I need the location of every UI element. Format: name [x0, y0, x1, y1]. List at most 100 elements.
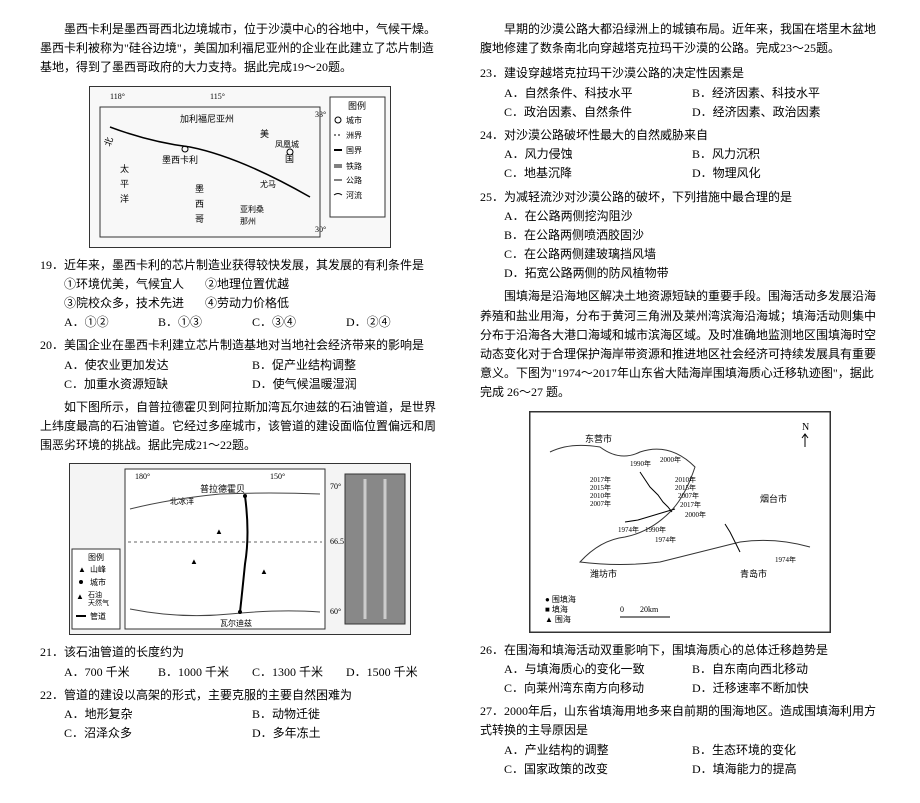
q24-options: A．风力侵蚀 B．风力沉积 C．地基沉降 D．物理风化 — [480, 145, 880, 183]
q22-opt-c[interactable]: C．沼泽众多 — [64, 724, 252, 743]
q20-stem: 20．美国企业在墨西卡利建立芯片制造基地对当地社会经济带来的影响是 — [40, 336, 440, 355]
svg-text:2000年: 2000年 — [685, 510, 706, 519]
q22-options: A．地形复杂 B．动物迁徙 C．沼泽众多 D．多年冻土 — [40, 705, 440, 743]
q21-opt-d[interactable]: D．1500 千米 — [346, 663, 440, 682]
svg-text:天然气: 天然气 — [88, 598, 109, 607]
svg-text:2015年: 2015年 — [675, 483, 696, 492]
q21-stem: 21．该石油管道的长度约为 — [40, 643, 440, 662]
q26-opt-d[interactable]: D．迁移速率不断加快 — [692, 679, 880, 698]
svg-text:0 20km: 0 20km — [620, 605, 659, 614]
svg-text:2010年: 2010年 — [590, 491, 611, 500]
svg-text:▲: ▲ — [76, 592, 84, 601]
q19-stem: 19．近年来，墨西卡利的芯片制造业获得较快发展，其发展的有利条件是 — [40, 256, 440, 275]
svg-text:2015年: 2015年 — [590, 483, 611, 492]
svg-text:管道: 管道 — [90, 611, 106, 621]
svg-text:洋: 洋 — [120, 193, 129, 204]
q27-opt-c[interactable]: C．国家政策的改变 — [504, 760, 692, 779]
svg-text:1990年: 1990年 — [645, 525, 666, 534]
map-shandong: N 东营市 烟台市 潍坊市 青岛市 1990年 2000年 2017年 — [529, 411, 831, 633]
svg-text:70°: 70° — [330, 482, 341, 491]
svg-text:2010年: 2010年 — [675, 475, 696, 484]
q24-opt-d[interactable]: D．物理风化 — [692, 164, 880, 183]
q27-opt-d[interactable]: D．填海能力的提高 — [692, 760, 880, 779]
q20-opt-b[interactable]: B．促产业结构调整 — [252, 356, 440, 375]
svg-text:▲ 围海: ▲ 围海 — [545, 614, 571, 624]
q23-opt-c[interactable]: C．政治因素、自然条件 — [504, 103, 692, 122]
q24-opt-b[interactable]: B．风力沉积 — [692, 145, 880, 164]
q21-opt-b[interactable]: B．1000 千米 — [158, 663, 252, 682]
q22-opt-d[interactable]: D．多年冻土 — [252, 724, 440, 743]
q23-opt-d[interactable]: D．经济因素、政治因素 — [692, 103, 880, 122]
svg-text:山峰: 山峰 — [90, 564, 106, 574]
svg-text:2007年: 2007年 — [678, 491, 699, 500]
svg-text:国界: 国界 — [346, 146, 362, 155]
q24-opt-c[interactable]: C．地基沉降 — [504, 164, 692, 183]
q26-stem: 26．在围海和填海活动双重影响下，围填海质心的总体迁移趋势是 — [480, 641, 880, 660]
q21-opt-a[interactable]: A．700 千米 — [64, 663, 158, 682]
svg-text:加利福尼亚州: 加利福尼亚州 — [180, 113, 234, 124]
q26-options: A．与填海质心的变化一致 B．自东南向西北移动 C．向莱州湾东南方向移动 D．迁… — [480, 660, 880, 698]
q19-items: ①环境优美，气候宜人 ②地理位置优越 ③院校众多，技术先进 ④劳动力价格低 — [40, 275, 440, 313]
q23-opt-b[interactable]: B．经济因素、科技水平 — [692, 84, 880, 103]
q24-opt-a[interactable]: A．风力侵蚀 — [504, 145, 692, 164]
svg-text:30°: 30° — [315, 225, 326, 234]
q20-opt-c[interactable]: C．加重水资源短缺 — [64, 375, 252, 394]
q25-opt-d[interactable]: D．拓宽公路两侧的防风植物带 — [504, 264, 880, 283]
svg-text:洲界: 洲界 — [346, 131, 362, 140]
q21-opt-c[interactable]: C．1300 千米 — [252, 663, 346, 682]
q22: 22．管道的建设以高架的形式，主要克服的主要自然困难为 A．地形复杂 B．动物迁… — [40, 686, 440, 744]
svg-text:亚利桑: 亚利桑 — [240, 204, 264, 214]
passage-21-22: 如下图所示，自普拉德霍贝到阿拉斯加湾瓦尔迪兹的石油管道，是世界上纬度最高的石油管… — [40, 398, 440, 456]
svg-text:▲: ▲ — [215, 527, 223, 536]
svg-text:东营市: 东营市 — [585, 433, 612, 444]
q26-opt-b[interactable]: B．自东南向西北移动 — [692, 660, 880, 679]
svg-text:N: N — [802, 422, 809, 433]
q19: 19．近年来，墨西卡利的芯片制造业获得较快发展，其发展的有利条件是 ①环境优美，… — [40, 256, 440, 333]
svg-text:公路: 公路 — [346, 175, 362, 185]
q23-opt-a[interactable]: A．自然条件、科技水平 — [504, 84, 692, 103]
q20: 20．美国企业在墨西卡利建立芯片制造基地对当地社会经济带来的影响是 A．使农业更… — [40, 336, 440, 394]
q20-opt-d[interactable]: D．使气候温暖湿润 — [252, 375, 440, 394]
q26-opt-c[interactable]: C．向莱州湾东南方向移动 — [504, 679, 692, 698]
svg-text:瓦尔迪兹: 瓦尔迪兹 — [220, 618, 252, 628]
svg-text:118°: 118° — [110, 92, 125, 101]
q25-opt-c[interactable]: C．在公路两侧建玻璃挡风墙 — [504, 245, 880, 264]
svg-text:凤凰城: 凤凰城 — [275, 140, 299, 149]
q25-opt-b[interactable]: B．在公路两侧喷洒胶固沙 — [504, 226, 880, 245]
q20-opt-a[interactable]: A．使农业更加发达 — [64, 356, 252, 375]
q19-opt-d[interactable]: D．②④ — [346, 313, 440, 332]
svg-text:普拉德霍贝: 普拉德霍贝 — [200, 483, 245, 494]
left-column: 墨西卡利是墨西哥西北边境城市，位于沙漠中心的谷地中，气候干燥。墨西卡利被称为"硅… — [40, 20, 440, 783]
q24-stem: 24．对沙漠公路破坏性最大的自然威胁来自 — [480, 126, 880, 145]
svg-text:▲: ▲ — [190, 557, 198, 566]
q22-opt-a[interactable]: A．地形复杂 — [64, 705, 252, 724]
svg-text:西: 西 — [195, 199, 204, 209]
svg-text:2007年: 2007年 — [590, 499, 611, 508]
right-column: 早期的沙漠公路大都沿绿洲上的城镇布局。近年来，我国在塔里木盆地腹地修建了数条南北… — [480, 20, 880, 783]
q23-stem: 23．建设穿越塔克拉玛干沙漠公路的决定性因素是 — [480, 64, 880, 83]
svg-text:那州: 那州 — [240, 217, 256, 226]
svg-text:2017年: 2017年 — [680, 500, 701, 509]
q22-opt-b[interactable]: B．动物迁徙 — [252, 705, 440, 724]
svg-text:115°: 115° — [210, 92, 225, 101]
q22-stem: 22．管道的建设以高架的形式，主要克服的主要自然困难为 — [40, 686, 440, 705]
q19-opt-b[interactable]: B．①③ — [158, 313, 252, 332]
svg-text:城市: 城市 — [90, 577, 106, 587]
svg-text:城市: 城市 — [346, 115, 362, 125]
svg-text:国: 国 — [285, 154, 294, 164]
q19-opt-a[interactable]: A．①② — [64, 313, 158, 332]
q19-opt-c[interactable]: C．③④ — [252, 313, 346, 332]
q24: 24．对沙漠公路破坏性最大的自然威胁来自 A．风力侵蚀 B．风力沉积 C．地基沉… — [480, 126, 880, 184]
q23: 23．建设穿越塔克拉玛干沙漠公路的决定性因素是 A．自然条件、科技水平 B．经济… — [480, 64, 880, 122]
q25-opt-a[interactable]: A．在公路两侧挖沟阻沙 — [504, 207, 880, 226]
svg-text:尤马: 尤马 — [260, 179, 276, 189]
svg-text:1990年: 1990年 — [630, 459, 651, 468]
q27-opt-b[interactable]: B．生态环境的变化 — [692, 741, 880, 760]
q26-opt-a[interactable]: A．与填海质心的变化一致 — [504, 660, 692, 679]
svg-text:2000年: 2000年 — [660, 455, 681, 464]
q23-options: A．自然条件、科技水平 B．经济因素、科技水平 C．政治因素、自然条件 D．经济… — [480, 84, 880, 122]
svg-text:▲: ▲ — [78, 565, 86, 574]
q27-opt-a[interactable]: A．产业结构的调整 — [504, 741, 692, 760]
q26: 26．在围海和填海活动双重影响下，围填海质心的总体迁移趋势是 A．与填海质心的变… — [480, 641, 880, 699]
svg-text:墨: 墨 — [195, 184, 204, 194]
